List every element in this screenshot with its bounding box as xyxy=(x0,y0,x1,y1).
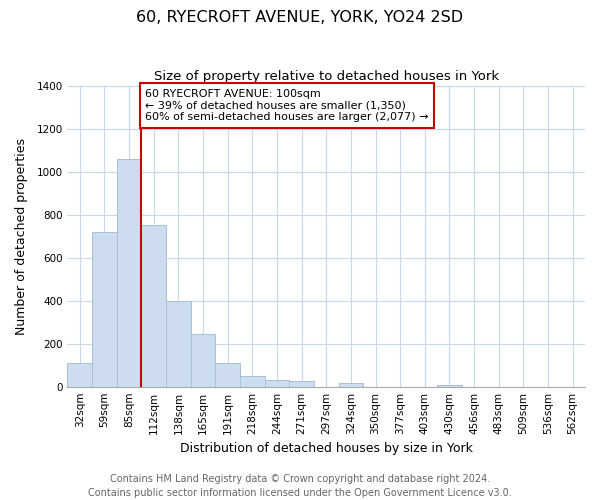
Text: Contains HM Land Registry data © Crown copyright and database right 2024.
Contai: Contains HM Land Registry data © Crown c… xyxy=(88,474,512,498)
Bar xyxy=(142,226,166,386)
Bar xyxy=(166,300,191,386)
Bar xyxy=(289,380,314,386)
Title: Size of property relative to detached houses in York: Size of property relative to detached ho… xyxy=(154,70,499,83)
Bar xyxy=(215,363,240,386)
Bar xyxy=(67,364,92,386)
Text: 60 RYECROFT AVENUE: 100sqm
← 39% of detached houses are smaller (1,350)
60% of s: 60 RYECROFT AVENUE: 100sqm ← 39% of deta… xyxy=(145,89,428,122)
Bar xyxy=(92,232,117,386)
Y-axis label: Number of detached properties: Number of detached properties xyxy=(15,138,28,334)
Bar xyxy=(240,376,265,386)
Bar xyxy=(191,334,215,386)
Bar xyxy=(117,158,142,386)
X-axis label: Distribution of detached houses by size in York: Distribution of detached houses by size … xyxy=(180,442,473,455)
Bar xyxy=(437,384,462,386)
Bar xyxy=(338,384,363,386)
Text: 60, RYECROFT AVENUE, YORK, YO24 2SD: 60, RYECROFT AVENUE, YORK, YO24 2SD xyxy=(136,10,464,25)
Bar xyxy=(265,380,289,386)
